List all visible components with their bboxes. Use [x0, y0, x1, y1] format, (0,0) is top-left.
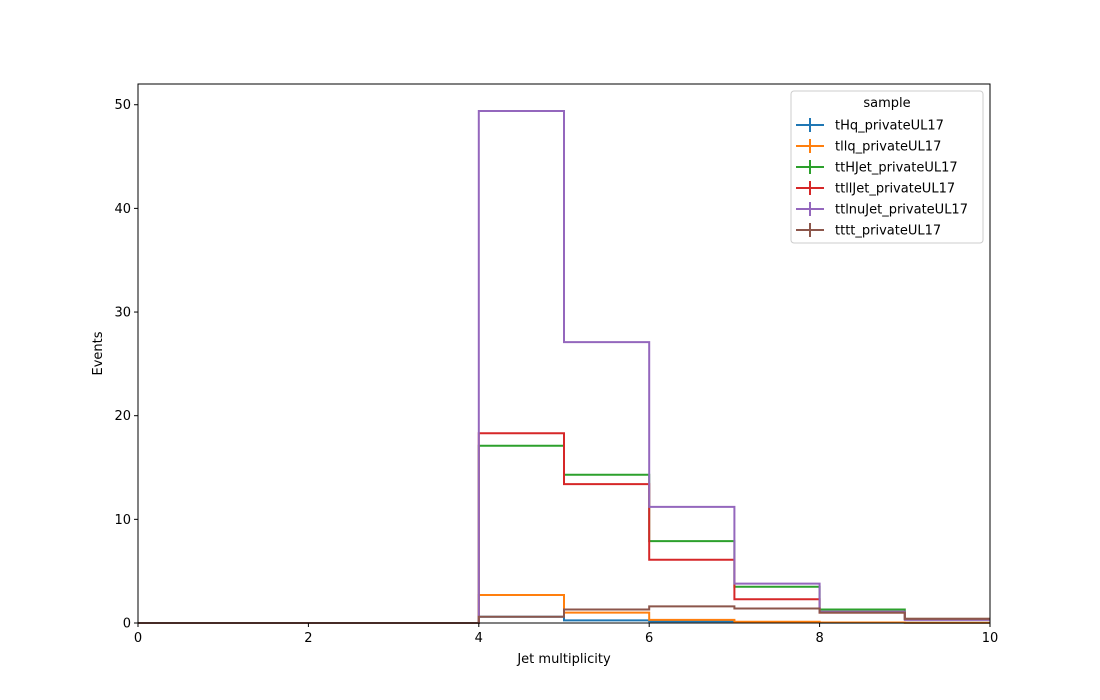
x-tick-label-1: 2	[304, 631, 312, 646]
legend-label-1: tllq_privateUL17	[835, 140, 941, 155]
x-axis-label: Jet multiplicity	[516, 652, 611, 667]
legend-label-5: tttt_privateUL17	[835, 224, 941, 239]
legend-entries: tHq_privateUL17 tllq_privateUL17 ttHJet_pr…	[796, 118, 968, 239]
legend-label-3: ttllJet_privateUL17	[835, 182, 955, 197]
legend: sample tHq_privateUL17 tllq_privateUL17tt…	[790, 90, 984, 244]
y-tick-label-1: 10	[114, 513, 131, 528]
y-axis-label: Events	[91, 331, 106, 375]
legend-label-0: tHq_privateUL17	[835, 119, 944, 134]
axes-frame	[137, 83, 991, 624]
x-tick-label-5: 10	[982, 631, 999, 646]
y-tick-label-2: 20	[114, 409, 131, 424]
y-tick-label-5: 50	[114, 98, 131, 113]
x-tick-label-2: 4	[475, 631, 483, 646]
x-tick-label-0: 0	[134, 631, 142, 646]
legend-label-2: ttHJet_privateUL17	[835, 161, 958, 176]
legend-title: sample	[863, 96, 910, 111]
legend-box	[790, 90, 984, 244]
axes: 0 2 4 6 8 10 0 10 20 30 40 50	[114, 83, 999, 646]
y-tick-label-4: 40	[114, 202, 131, 217]
x-tick-label-3: 6	[645, 631, 653, 646]
y-tick-label-0: 0	[123, 617, 131, 632]
y-tick-label-3: 30	[114, 306, 131, 321]
x-tick-label-4: 8	[815, 631, 823, 646]
legend-label-4: ttlnuJet_privateUL17	[835, 203, 968, 218]
